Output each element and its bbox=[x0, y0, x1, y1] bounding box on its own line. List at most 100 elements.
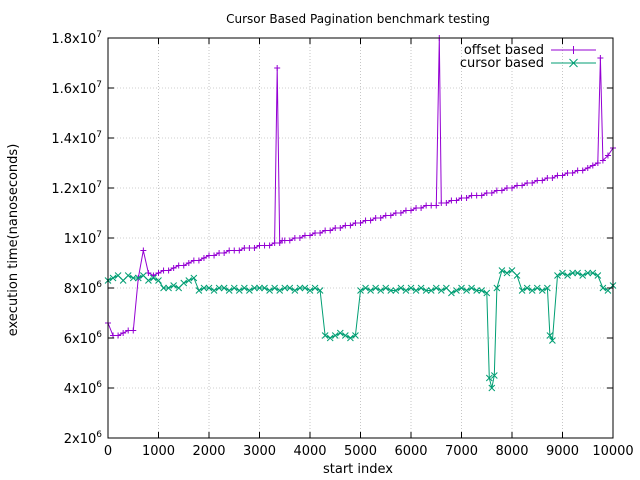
data-point-cursor-based bbox=[584, 269, 592, 277]
data-point-cursor-based bbox=[225, 287, 233, 294]
data-point-offset-based bbox=[392, 210, 399, 216]
data-point-cursor-based bbox=[200, 284, 208, 292]
data-point-offset-based bbox=[458, 195, 465, 201]
data-point-cursor-based bbox=[427, 287, 435, 294]
data-point-offset-based bbox=[180, 262, 187, 269]
data-point-cursor-based bbox=[518, 287, 526, 294]
data-point-cursor-based bbox=[417, 284, 425, 292]
data-point-cursor-based bbox=[281, 284, 289, 292]
data-point-cursor-based bbox=[205, 284, 213, 292]
data-point-cursor-based bbox=[155, 277, 162, 284]
data-point-cursor-based bbox=[291, 287, 299, 294]
data-point-cursor-based bbox=[442, 284, 450, 292]
data-point-cursor-based bbox=[574, 269, 582, 277]
data-point-cursor-based bbox=[124, 272, 132, 279]
data-point-cursor-based bbox=[407, 284, 415, 292]
y-tick-label: 4x106 bbox=[64, 380, 103, 397]
data-point-offset-based bbox=[604, 152, 611, 159]
data-point-offset-based bbox=[569, 170, 576, 176]
x-tick-label: 6000 bbox=[394, 444, 427, 459]
data-point-cursor-based bbox=[397, 284, 405, 292]
data-point-offset-based bbox=[564, 170, 571, 176]
data-point-cursor-based bbox=[508, 267, 516, 274]
data-point-offset-based bbox=[599, 157, 606, 164]
x-axis-label: start index bbox=[323, 462, 393, 477]
data-point-cursor-based bbox=[251, 284, 258, 292]
data-point-cursor-based bbox=[160, 284, 167, 292]
data-point-cursor-based bbox=[220, 284, 228, 292]
data-point-cursor-based bbox=[490, 372, 498, 379]
data-point-cursor-based bbox=[402, 287, 410, 294]
data-point-offset-based bbox=[544, 175, 551, 181]
data-point-cursor-based bbox=[286, 284, 294, 292]
y-tick-label: 8x106 bbox=[64, 280, 103, 297]
data-point-cursor-based bbox=[437, 287, 445, 294]
data-point-cursor-based bbox=[129, 274, 137, 282]
data-point-offset-based bbox=[125, 327, 132, 334]
data-point-offset-based bbox=[554, 172, 561, 179]
data-point-offset-based bbox=[231, 247, 238, 254]
data-point-cursor-based bbox=[422, 287, 430, 294]
data-point-offset-based bbox=[493, 187, 500, 194]
data-point-cursor-based bbox=[453, 287, 460, 294]
data-point-cursor-based bbox=[478, 287, 486, 294]
data-point-offset-based bbox=[347, 222, 354, 229]
data-point-offset-based bbox=[170, 265, 177, 271]
data-point-cursor-based bbox=[114, 272, 122, 279]
data-point-cursor-based bbox=[503, 269, 511, 277]
data-point-offset-based bbox=[352, 220, 359, 226]
data-point-offset-based bbox=[200, 255, 207, 261]
data-point-cursor-based bbox=[569, 269, 576, 277]
data-point-cursor-based bbox=[448, 289, 455, 297]
data-point-offset-based bbox=[443, 200, 450, 206]
data-point-cursor-based bbox=[119, 277, 127, 284]
y-tick-label: 1.6x107 bbox=[51, 80, 102, 97]
data-point-cursor-based bbox=[458, 284, 465, 292]
data-point-offset-based bbox=[155, 270, 162, 276]
data-point-offset-based bbox=[327, 227, 334, 234]
data-point-offset-based bbox=[130, 327, 137, 334]
data-point-offset-based bbox=[509, 185, 515, 191]
data-point-offset-based bbox=[589, 162, 596, 169]
data-point-offset-based bbox=[483, 190, 490, 196]
data-point-cursor-based bbox=[246, 287, 253, 294]
data-point-cursor-based bbox=[190, 274, 198, 282]
data-point-cursor-based bbox=[256, 284, 263, 292]
data-point-offset-based bbox=[559, 172, 566, 179]
data-point-cursor-based bbox=[301, 284, 309, 292]
data-point-offset-based bbox=[539, 177, 546, 184]
data-point-offset-based bbox=[463, 195, 470, 201]
data-point-cursor-based bbox=[316, 287, 324, 294]
data-point-cursor-based bbox=[296, 284, 304, 292]
data-point-cursor-based bbox=[546, 332, 554, 339]
data-point-offset-based bbox=[160, 267, 167, 274]
data-point-cursor-based bbox=[485, 374, 493, 382]
data-point-cursor-based bbox=[306, 287, 314, 294]
data-point-offset-based bbox=[281, 237, 288, 244]
data-point-cursor-based bbox=[311, 284, 319, 292]
grid bbox=[108, 38, 613, 438]
data-point-offset-based bbox=[529, 180, 536, 186]
data-point-cursor-based bbox=[392, 287, 400, 294]
data-point-cursor-based bbox=[498, 267, 506, 274]
ticks: 0 1000 2000 3000 4000 5000 6000 7000 8000 9000 100… bbox=[51, 30, 633, 459]
data-point-cursor-based bbox=[493, 284, 501, 292]
data-point-cursor-based bbox=[382, 284, 390, 292]
data-point-offset-based bbox=[402, 207, 409, 214]
data-point-cursor-based bbox=[589, 269, 597, 277]
data-point-cursor-based bbox=[134, 274, 142, 282]
data-point-offset-based bbox=[418, 205, 425, 211]
data-point-offset-based bbox=[498, 187, 505, 194]
data-point-cursor-based bbox=[473, 287, 481, 294]
data-point-offset-based bbox=[241, 245, 248, 251]
data-point-offset-based bbox=[301, 232, 308, 239]
y-tick-label: 1.4x107 bbox=[51, 130, 102, 147]
data-point-cursor-based bbox=[341, 332, 349, 339]
data-point-cursor-based bbox=[271, 284, 279, 292]
data-point-cursor-based bbox=[326, 334, 334, 342]
x-tick-label: 5000 bbox=[344, 444, 377, 459]
data-point-offset-based bbox=[478, 192, 485, 199]
data-point-offset-based bbox=[438, 200, 445, 206]
